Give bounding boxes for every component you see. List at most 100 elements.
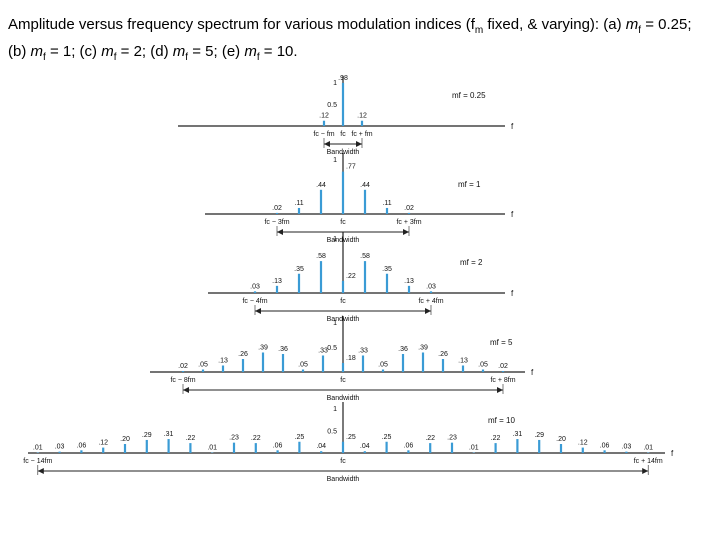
mf-label-a: mf = 0.25: [452, 91, 486, 100]
bandwidth-label-a: Bandwidth: [327, 149, 360, 156]
bandwidth-arrowhead-right: [425, 308, 431, 314]
bar-value-label: .12: [98, 440, 108, 447]
y-tick-label-d: 1: [333, 320, 337, 327]
bar-value-label: .13: [218, 358, 228, 365]
y-tick-label-e: 0.5: [327, 429, 337, 436]
x-tick-label-e: fc: [340, 458, 346, 465]
bar-value-label: .18: [346, 355, 356, 362]
bar-value-label: .06: [77, 442, 87, 449]
x-tick-label-d: fc − 8fm: [170, 377, 195, 384]
bar-value-label: .05: [198, 362, 208, 369]
bar-value-label: .36: [398, 346, 408, 353]
bar-value-label: .20: [556, 436, 566, 443]
bar-value-label: .33: [358, 348, 368, 355]
x-tick-label-b: fc + 3fm: [396, 219, 421, 226]
x-tick-label-b: fc: [340, 219, 346, 226]
bar-value-label: .39: [418, 345, 428, 352]
bar-value-label: .06: [404, 442, 414, 449]
x-axis-label-c: f: [511, 289, 514, 298]
bar-value-label: .01: [469, 445, 479, 452]
bar-value-label: .29: [534, 432, 544, 439]
bar-value-label: .44: [316, 182, 326, 189]
bar-value-label: .01: [643, 445, 653, 452]
bar-value-label: .39: [258, 345, 268, 352]
bar-value-label: .04: [316, 443, 326, 450]
bar-value-label: .02: [404, 205, 414, 212]
bar-value-label: .12: [578, 440, 588, 447]
bar-value-label: .29: [142, 432, 152, 439]
y-tick-label-d: 0.5: [327, 345, 337, 352]
bar-value-label: .06: [600, 442, 610, 449]
bar-value-label: .13: [458, 358, 468, 365]
bandwidth-arrowhead-left: [183, 387, 189, 393]
bandwidth-arrowhead-left: [277, 229, 283, 235]
bar-value-label: .05: [298, 362, 308, 369]
x-axis-label-e: f: [671, 449, 674, 458]
x-tick-label-c: fc − 4fm: [242, 298, 267, 305]
x-tick-label-c: fc + 4fm: [418, 298, 443, 305]
bandwidth-arrowhead-left: [37, 468, 44, 474]
bar-value-label: .98: [338, 75, 348, 82]
bandwidth-arrowhead-right: [497, 387, 503, 393]
x-axis-label-d: f: [531, 368, 534, 377]
bar-value-label: .02: [498, 363, 508, 370]
x-tick-label-a: fc: [340, 131, 346, 138]
y-tick-label-a: 0.5: [327, 102, 337, 109]
bar-value-label: .23: [229, 435, 239, 442]
bar-value-label: .31: [513, 431, 523, 438]
bar-value-label: .01: [207, 445, 217, 452]
mf-label-c: mf = 2: [460, 258, 483, 267]
bar-value-label: .01: [33, 445, 43, 452]
bar-value-label: .03: [622, 444, 632, 451]
bar-value-label: .22: [346, 273, 356, 280]
x-tick-label-a: fc − fm: [313, 131, 334, 138]
bar-value-label: .26: [238, 351, 248, 358]
x-tick-label-b: fc − 3fm: [264, 219, 289, 226]
bandwidth-arrowhead-left: [324, 141, 330, 147]
bar-value-label: .06: [273, 442, 283, 449]
bar-value-label: .31: [164, 431, 174, 438]
y-tick-label-c: 1: [333, 236, 337, 243]
bar-value-label: .22: [425, 435, 435, 442]
bar-value-label: .13: [272, 278, 282, 285]
bar-value-label: .22: [491, 435, 501, 442]
bar-value-label: .03: [55, 444, 65, 451]
bar-value-label: .23: [447, 435, 457, 442]
bar-value-label: .25: [382, 434, 392, 441]
y-tick-label-e: 1: [333, 406, 337, 413]
bandwidth-arrowhead-right: [356, 141, 362, 147]
x-tick-label-c: fc: [340, 298, 346, 305]
y-tick-label-b: 1: [333, 157, 337, 164]
bar-value-label: .25: [346, 434, 356, 441]
figure-caption: Amplitude versus frequency spectrum for …: [8, 16, 692, 63]
bandwidth-label-d: Bandwidth: [327, 395, 360, 402]
bar-value-label: .05: [478, 362, 488, 369]
bar-value-label: .33: [318, 348, 328, 355]
bar-value-label: .13: [404, 278, 414, 285]
bar-value-label: .02: [178, 363, 188, 370]
x-axis-label-a: f: [511, 122, 514, 131]
bar-value-label: .03: [426, 283, 436, 290]
mf-label-d: mf = 5: [490, 338, 513, 347]
bar-value-label: .02: [272, 205, 282, 212]
x-axis-label-b: f: [511, 210, 514, 219]
x-tick-label-a: fc + fm: [351, 131, 372, 138]
bar-value-label: .36: [278, 346, 288, 353]
bar-value-label: .77: [346, 164, 356, 171]
x-tick-label-d: fc + 8fm: [490, 377, 515, 384]
bandwidth-arrowhead-left: [255, 308, 261, 314]
bar-value-label: .12: [319, 113, 329, 120]
bar-value-label: .22: [251, 435, 261, 442]
bar-value-label: .35: [382, 266, 392, 273]
x-tick-label-e: fc + 14fm: [634, 458, 663, 465]
x-tick-label-d: fc: [340, 377, 346, 384]
bar-value-label: .05: [378, 362, 388, 369]
bandwidth-label-e: Bandwidth: [327, 476, 360, 483]
x-tick-label-e: fc − 14fm: [23, 458, 52, 465]
bar-value-label: .26: [438, 351, 448, 358]
bar-value-label: .12: [357, 113, 367, 120]
bar-value-label: .58: [360, 253, 370, 260]
bar-value-label: .04: [360, 443, 370, 450]
mf-label-b: mf = 1: [458, 180, 481, 189]
